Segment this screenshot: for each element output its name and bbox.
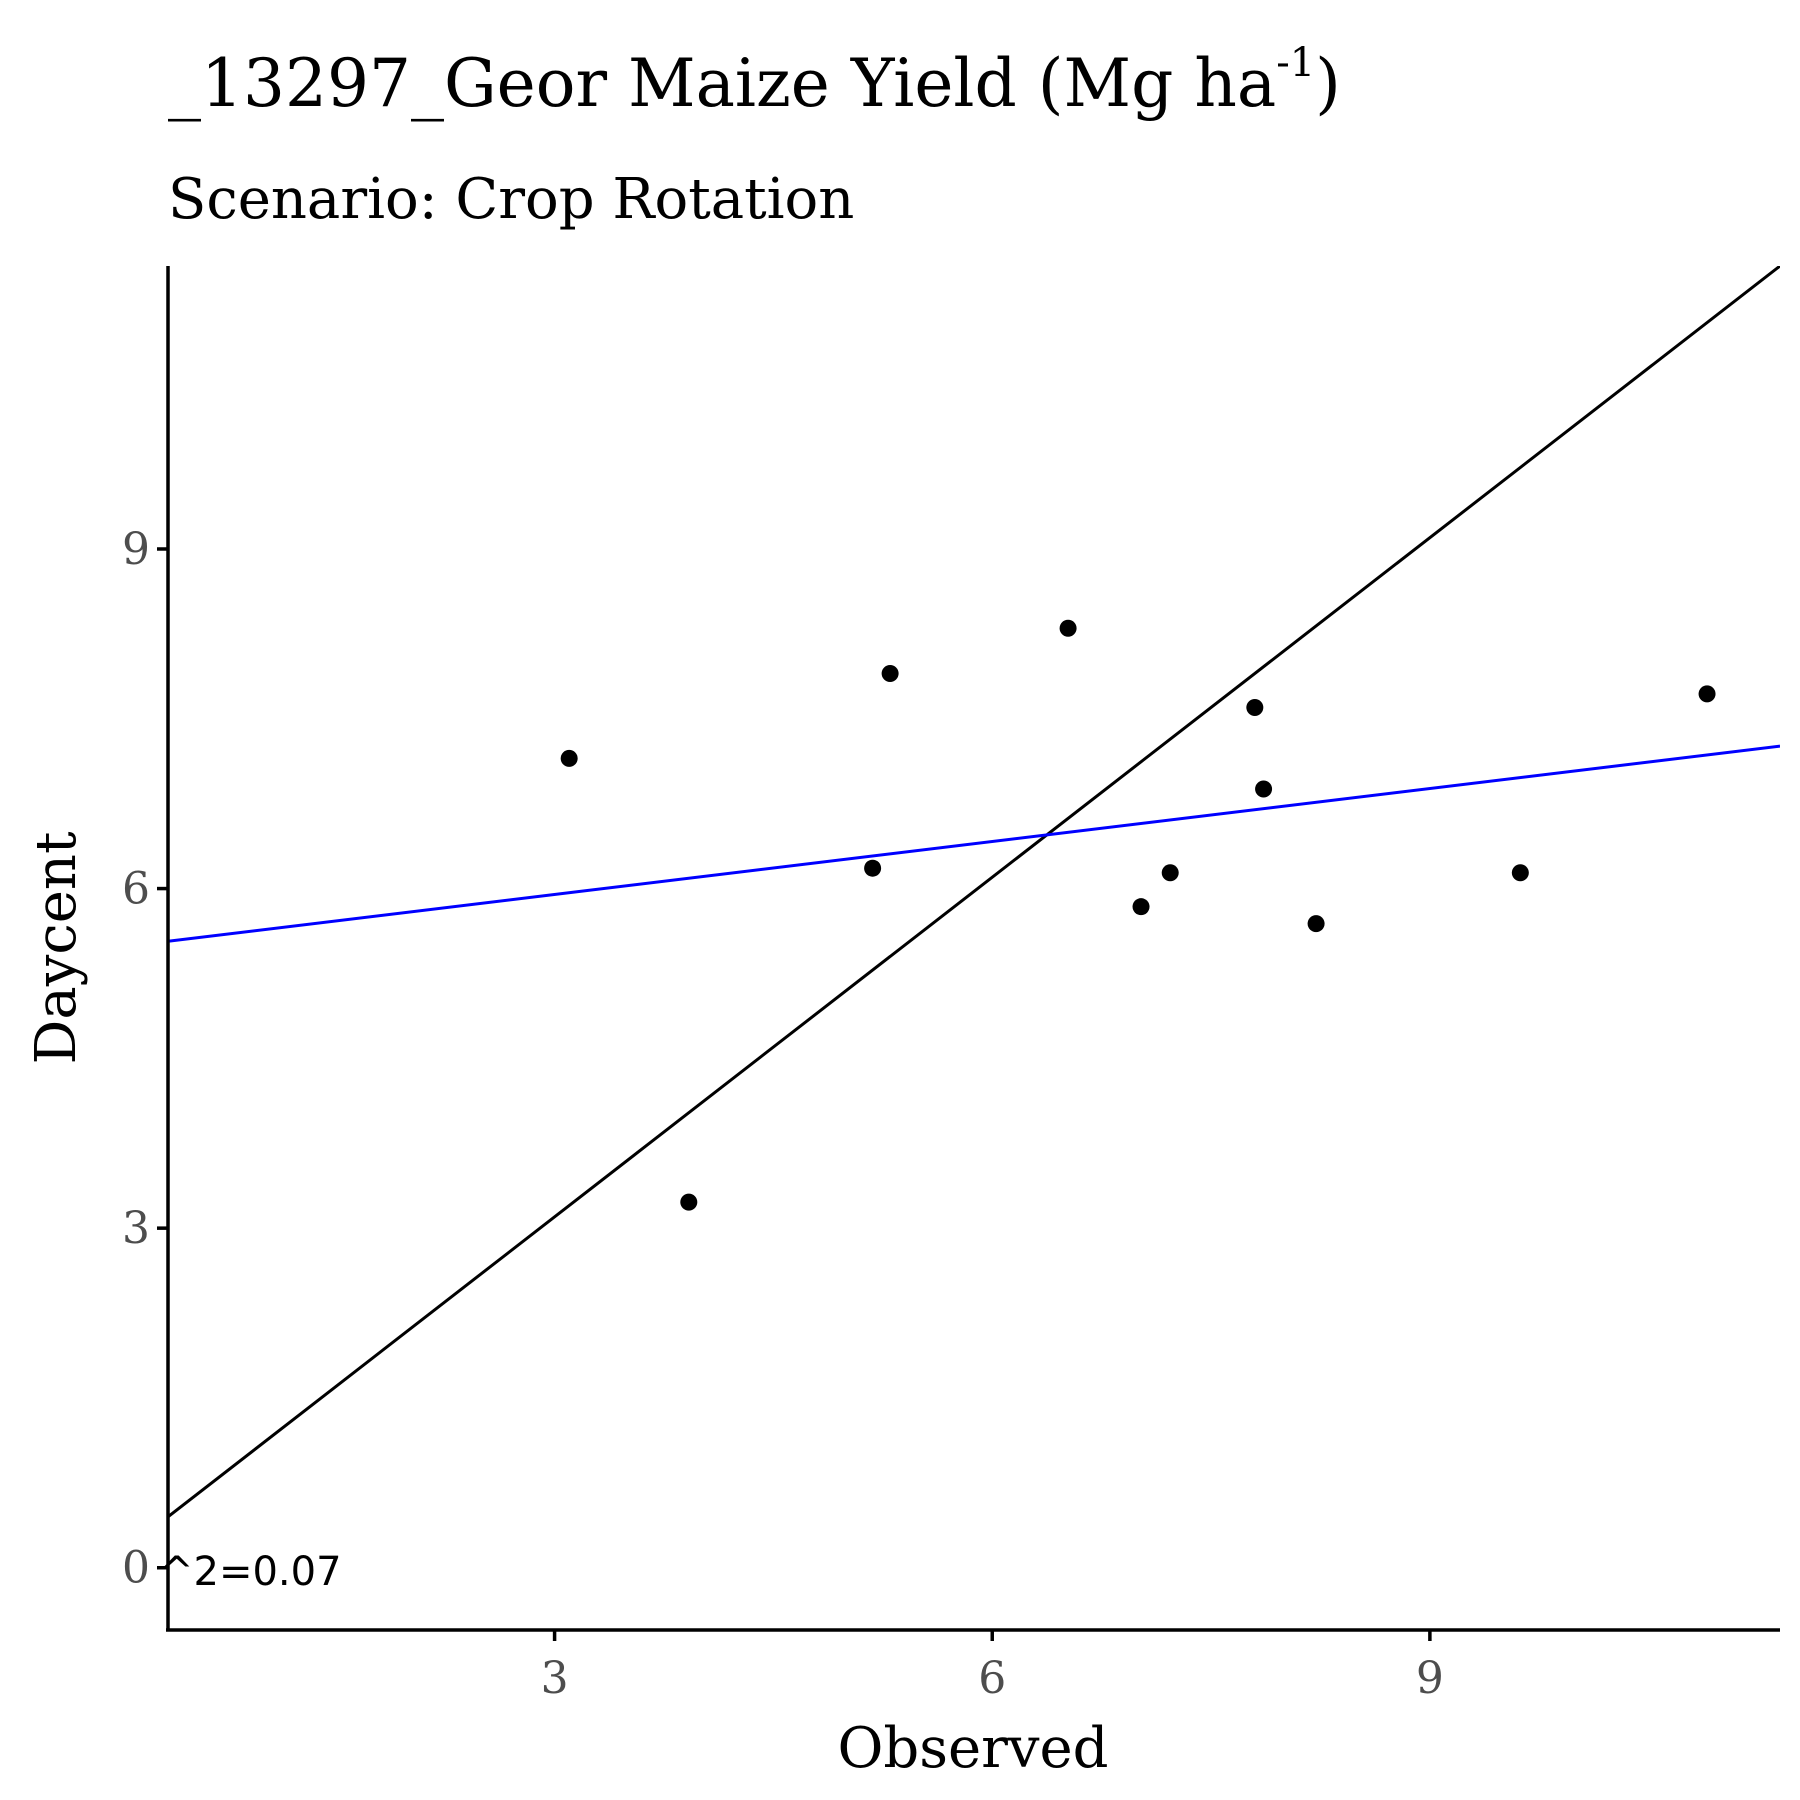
- y-tick-label: 0: [122, 1543, 150, 1594]
- chart-title-superscript: -1: [1276, 40, 1315, 86]
- x-tick-label: 6: [978, 1653, 1006, 1704]
- y-tick-label: 6: [122, 864, 150, 915]
- y-tick-label: 3: [122, 1203, 150, 1254]
- y-tick-label: 9: [122, 524, 150, 575]
- data-point: [1698, 685, 1716, 703]
- data-point: [1132, 898, 1150, 916]
- data-point: [1511, 864, 1529, 882]
- data-point: [1307, 915, 1325, 933]
- data-point: [881, 665, 899, 683]
- data-point: [864, 859, 882, 877]
- chart-subtitle: Scenario: Crop Rotation: [168, 167, 854, 232]
- data-point: [1161, 864, 1179, 882]
- x-tick-label: 3: [541, 1653, 569, 1704]
- x-axis-title: Observed: [837, 1716, 1108, 1781]
- data-point: [1246, 698, 1264, 716]
- y-axis-title: Daycent: [24, 831, 89, 1064]
- chart-title: _13297_Geor Maize Yield (Mg ha-1): [168, 40, 1341, 122]
- data-point: [680, 1193, 698, 1211]
- data-point: [1059, 619, 1077, 637]
- chart-title-close: ): [1315, 45, 1341, 122]
- data-point: [560, 749, 578, 767]
- data-point: [1255, 780, 1273, 798]
- r-squared-annotation: ^2=0.07: [160, 1549, 342, 1595]
- regression-line: [168, 744, 1780, 943]
- reference-line: [168, 266, 1780, 1518]
- x-tick-label: 9: [1416, 1653, 1444, 1704]
- chart-title-main: _13297_Geor Maize Yield (Mg ha: [168, 45, 1276, 122]
